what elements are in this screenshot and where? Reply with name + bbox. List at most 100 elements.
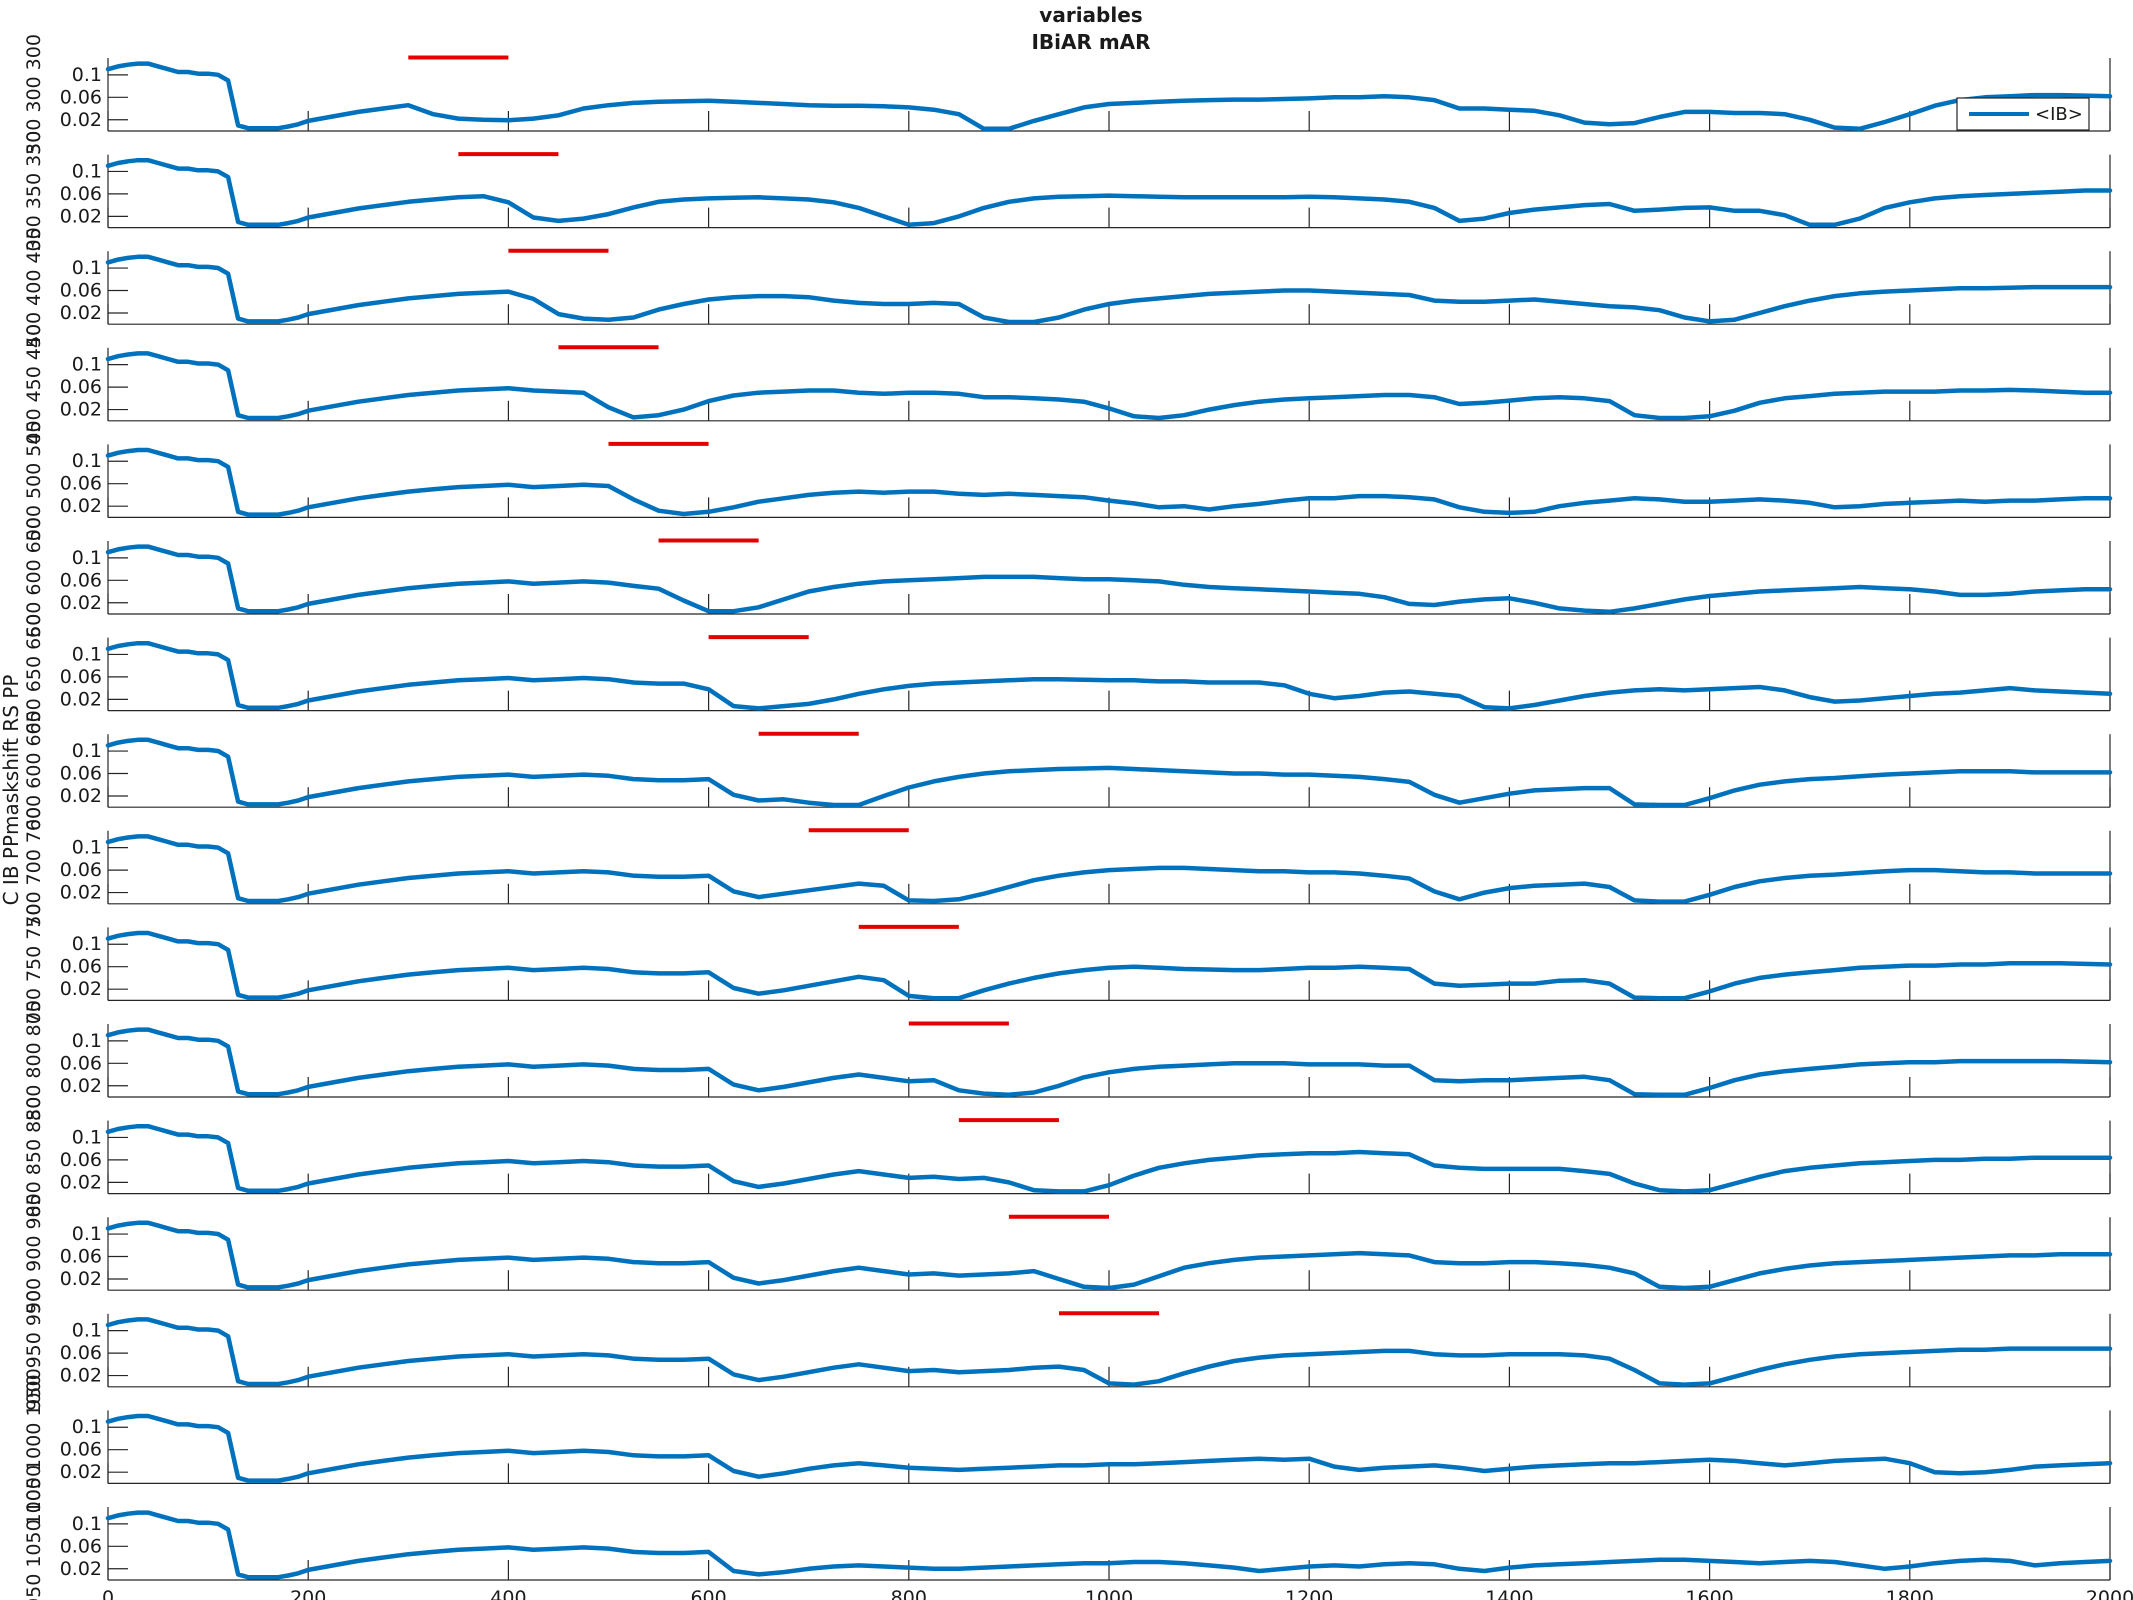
panel-y-label: 800 800 800 (23, 1000, 45, 1121)
y-tick-label: 0.06 (60, 473, 102, 495)
x-tick-label: 2000 (2086, 1587, 2133, 1600)
series-line (105, 640, 2113, 711)
series-line (105, 447, 2113, 517)
panel-y-label: 300 300 300 (23, 34, 45, 155)
figure-y-label: C IB PPmaskshift RS PP (0, 675, 23, 906)
panel-y-label: 600 600 600 (23, 710, 45, 831)
series-line (105, 1027, 2113, 1098)
panel-13: 0.020.060.1 900 900 900 (23, 1193, 2113, 1314)
panel-3: 0.020.060.1 400 400 400 (23, 227, 2113, 348)
panel-y-label: 750 750 750 (23, 903, 45, 1024)
y-tick-label: 0.1 (72, 1513, 102, 1535)
series-line (105, 737, 2113, 808)
x-tick-label: 1000 (1085, 1587, 1133, 1600)
x-tick-label: 1200 (1285, 1587, 1333, 1600)
y-tick-label: 0.1 (72, 354, 102, 376)
y-tick-label: 0.02 (60, 592, 102, 614)
panel-y-label: 600 600 600 (23, 517, 45, 638)
y-tick-label: 0.06 (60, 1052, 102, 1074)
y-tick-label: 0.1 (72, 1126, 102, 1148)
y-tick-label: 0.02 (60, 205, 102, 227)
x-tick-label: 400 (490, 1587, 526, 1600)
x-tick-label: 200 (290, 1587, 326, 1600)
y-tick-label: 0.02 (60, 302, 102, 324)
y-tick-label: 0.06 (60, 1149, 102, 1171)
legend: <IB> (1956, 97, 2090, 131)
y-tick-label: 0.02 (60, 399, 102, 421)
y-tick-label: 0.1 (72, 547, 102, 569)
panel-y-label: 700 700 700 (23, 807, 45, 928)
panel-11: 0.020.060.1 800 800 800 (23, 1000, 2113, 1121)
series-line (105, 254, 2113, 325)
panel-12: 0.020.060.1 850 850 850 (23, 1097, 2113, 1218)
panel-y-label: 950 950 950 (23, 1290, 45, 1411)
panel-7: 0.020.060.1 650 650 650 (23, 614, 2113, 735)
y-tick-label: 0.02 (60, 1558, 102, 1580)
x-tick-label: 1400 (1485, 1587, 1533, 1600)
panel-5: 0.020.060.1 500 500 500 (23, 420, 2113, 541)
y-tick-label: 0.06 (60, 569, 102, 591)
panel-4: 0.020.060.1 450 450 450 (23, 324, 2113, 445)
x-tick-label: 800 (891, 1587, 927, 1600)
series-line (105, 1510, 2113, 1580)
y-tick-label: 0.06 (60, 183, 102, 205)
y-tick-label: 0.1 (72, 933, 102, 955)
panel-y-label: 450 450 450 (23, 324, 45, 445)
series-line (105, 1123, 2113, 1194)
y-tick-label: 0.02 (60, 978, 102, 1000)
y-tick-label: 0.06 (60, 280, 102, 302)
panel-8: 0.020.060.1 600 600 600 (23, 710, 2113, 831)
series-line (105, 930, 2113, 1001)
y-tick-label: 0.02 (60, 1461, 102, 1483)
y-tick-label: 0.06 (60, 666, 102, 688)
series-line (105, 61, 2113, 132)
y-tick-label: 0.02 (60, 109, 102, 131)
panel-6: 0.020.060.1 600 600 600 (23, 517, 2113, 638)
y-tick-label: 0.02 (60, 1268, 102, 1290)
series-line (105, 157, 2113, 228)
x-tick-label: 0 (102, 1587, 114, 1600)
x-axis: 0 200 400 600 800 1000 1200 1400 1600 1800 2000 (102, 1587, 2133, 1600)
legend-entry: <IB> (2035, 104, 2083, 125)
series-line (105, 1317, 2113, 1387)
series-line (105, 351, 2113, 421)
y-tick-label: 0.02 (60, 688, 102, 710)
panel-y-label: 1050 1050 1050 (23, 1465, 45, 1600)
y-tick-label: 0.1 (72, 257, 102, 279)
panel-1: 0.020.060.1 300 300 300 (23, 34, 2113, 155)
y-tick-label: 0.1 (72, 740, 102, 762)
y-tick-label: 0.06 (60, 1342, 102, 1364)
y-tick-label: 0.1 (72, 1416, 102, 1438)
y-tick-label: 0.1 (72, 450, 102, 472)
y-tick-label: 0.02 (60, 882, 102, 904)
panel-y-label: 400 400 400 (23, 227, 45, 348)
x-tick-label: 600 (690, 1587, 726, 1600)
panel-y-label: 1000 1000 1000 (23, 1368, 45, 1525)
y-tick-label: 0.02 (60, 1075, 102, 1097)
y-tick-label: 0.02 (60, 495, 102, 517)
panel-14: 0.020.060.1 950 950 950 (23, 1290, 2113, 1411)
y-tick-label: 0.1 (72, 64, 102, 86)
panel-y-label: 500 500 500 (23, 420, 45, 541)
panel-2: 0.020.060.1 350 350 350 (23, 131, 2113, 252)
panel-16: 0.020.060.1 1050 1050 1050 (23, 1465, 2113, 1600)
panel-y-label: 850 850 850 (23, 1097, 45, 1218)
panel-9: 0.020.060.1 700 700 700 (23, 807, 2113, 928)
panel-10: 0.020.060.1 750 750 750 (23, 903, 2113, 1024)
y-tick-label: 0.06 (60, 1535, 102, 1557)
chart-subtitle: IBiAR mAR (1031, 30, 1150, 54)
y-tick-label: 0.1 (72, 837, 102, 859)
y-tick-label: 0.1 (72, 160, 102, 182)
y-tick-label: 0.02 (60, 1365, 102, 1387)
y-tick-label: 0.06 (60, 1246, 102, 1268)
series-line (105, 1413, 2113, 1483)
chart-title: variables (1039, 3, 1142, 27)
y-tick-label: 0.02 (60, 1171, 102, 1193)
series-line (105, 544, 2113, 615)
series-line (105, 1220, 2113, 1291)
y-tick-label: 0.1 (72, 1223, 102, 1245)
x-tick-label: 1800 (1886, 1587, 1934, 1600)
